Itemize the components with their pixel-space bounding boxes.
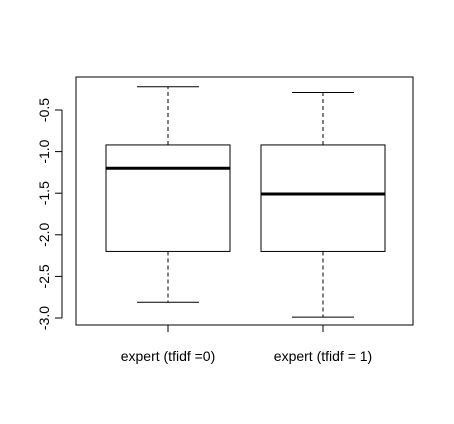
iqr-box — [106, 145, 230, 251]
y-tick-label: -2.0 — [36, 223, 52, 247]
y-axis: -3.0 -2.5 -2.0 -1.5 -1.0 -0.5 — [36, 98, 62, 330]
x-category-label: expert (tfidf =0) — [121, 348, 216, 364]
y-tick-label: -3.0 — [36, 306, 52, 330]
y-tick-label: -1.5 — [36, 181, 52, 205]
x-category-label: expert (tfidf = 1) — [274, 348, 372, 364]
iqr-box — [261, 145, 385, 251]
x-axis: expert (tfidf =0) expert (tfidf = 1) — [121, 325, 372, 364]
y-tick-label: -2.5 — [36, 264, 52, 288]
box-series — [106, 87, 385, 317]
box-1 — [106, 87, 230, 302]
box-2 — [261, 93, 385, 318]
y-tick-label: -1.0 — [36, 139, 52, 163]
y-tick-label: -0.5 — [36, 98, 52, 122]
